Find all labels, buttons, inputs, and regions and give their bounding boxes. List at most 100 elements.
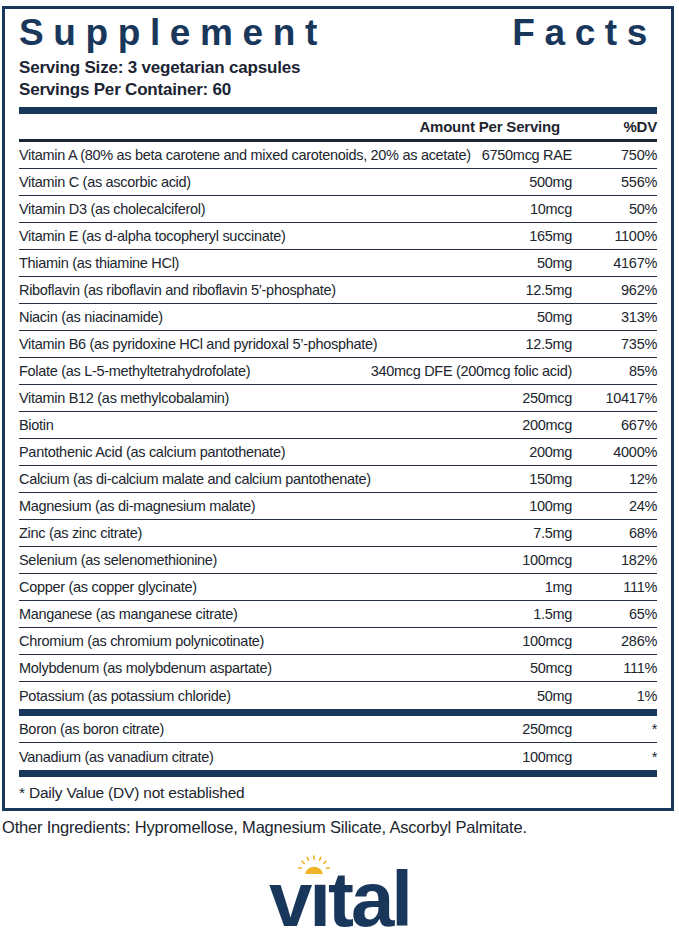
nutrient-label: Vitamin D3 (as cholecalciferol): [19, 201, 205, 217]
nutrient-amount: 12.5mg: [377, 336, 572, 352]
nutrient-dv: 65%: [572, 606, 657, 622]
nutrient-amount: 50mg: [163, 309, 572, 325]
nutrient-amount: 50mcg: [272, 660, 572, 676]
table-row: Vitamin B12 (as methylcobalamin) 250mcg …: [19, 385, 657, 412]
table-row: Vitamin C (as ascorbic acid) 500mg 556%: [19, 169, 657, 196]
table-row: Folate (as L-5-methyltetrahydrofolate) 3…: [19, 358, 657, 385]
nutrient-dv: 4000%: [572, 444, 657, 460]
table-row: Chromium (as chromium polynicotinate) 10…: [19, 628, 657, 655]
brand-logo-inner: vıtal NUTRIENTS: [262, 846, 416, 936]
table-row: Molybdenum (as molybdenum aspartate) 50m…: [19, 655, 657, 682]
nutrient-amount: 50mg: [179, 255, 572, 271]
nutrient-dv: 50%: [572, 201, 657, 217]
table-row: Vitamin A (80% as beta carotene and mixe…: [19, 142, 657, 169]
table-row: Biotin 200mcg 667%: [19, 412, 657, 439]
nutrient-label: Calcium (as di-calcium malate and calciu…: [19, 471, 371, 487]
serving-info: Serving Size: 3 vegetarian capsules Serv…: [19, 57, 657, 100]
nutrient-amount: 100mcg: [264, 633, 572, 649]
nutrient-amount: 250mcg: [164, 721, 572, 737]
divider-thick-top: [19, 107, 657, 114]
nutrient-amount: 6750mcg RAE: [471, 147, 572, 163]
nutrient-dv: 1%: [572, 688, 657, 704]
nutrient-dv: 182%: [572, 552, 657, 568]
table-row: Calcium (as di-calcium malate and calciu…: [19, 466, 657, 493]
nutrient-label: Folate (as L-5-methyltetrahydrofolate): [19, 363, 250, 379]
nutrient-amount: 100mcg: [214, 749, 572, 765]
nutrient-dv: *: [572, 721, 657, 737]
nutrient-dv: 24%: [572, 498, 657, 514]
nutrient-label: Vitamin E (as d-alpha tocopheryl succina…: [19, 228, 286, 244]
nutrient-label: Vanadium (as vanadium citrate): [19, 749, 214, 765]
brand-name: vıtal: [262, 846, 416, 936]
nutrient-amount: 10mcg: [205, 201, 572, 217]
no-dv-nutrient-rows: Boron (as boron citrate) 250mcg * Vanadi…: [19, 716, 657, 770]
nutrient-amount: 150mg: [371, 471, 572, 487]
table-row: Potassium (as potassium chloride) 50mg 1…: [19, 682, 657, 709]
table-row: Selenium (as selenomethionine) 100mcg 18…: [19, 547, 657, 574]
table-row: Magnesium (as di-magnesium malate) 100mg…: [19, 493, 657, 520]
nutrient-label: Vitamin A (80% as beta carotene and mixe…: [19, 147, 471, 163]
nutrient-amount: 500mg: [191, 174, 572, 190]
nutrient-label: Niacin (as niacinamide): [19, 309, 163, 325]
nutrient-dv: 962%: [572, 282, 657, 298]
table-row: Vitamin E (as d-alpha tocopheryl succina…: [19, 223, 657, 250]
nutrient-label: Chromium (as chromium polynicotinate): [19, 633, 264, 649]
nutrient-dv: 68%: [572, 525, 657, 541]
nutrient-amount: 165mg: [286, 228, 572, 244]
sun-icon: [298, 852, 330, 878]
nutrient-dv: 4167%: [572, 255, 657, 271]
table-row: Riboflavin (as riboflavin and riboflavin…: [19, 277, 657, 304]
nutrient-label: Vitamin B6 (as pyridoxine HCl and pyrido…: [19, 336, 377, 352]
nutrient-dv: 12%: [572, 471, 657, 487]
nutrient-dv: 85%: [572, 363, 657, 379]
nutrient-dv: 750%: [572, 147, 657, 163]
nutrient-dv: 111%: [572, 660, 657, 676]
nutrient-amount: 200mg: [285, 444, 572, 460]
supplement-facts-label: Supplement Facts Serving Size: 3 vegetar…: [0, 0, 679, 936]
nutrient-amount: 7.5mg: [142, 525, 572, 541]
nutrient-label: Boron (as boron citrate): [19, 721, 164, 737]
nutrient-label: Pantothenic Acid (as calcium pantothenat…: [19, 444, 285, 460]
column-header-amount: Amount Per Serving: [419, 118, 574, 135]
divider-thick-bottom: [19, 770, 657, 777]
other-ingredients: Other Ingredients: Hypromellose, Magnesi…: [2, 818, 527, 837]
nutrient-label: Biotin: [19, 417, 53, 433]
nutrient-label: Thiamin (as thiamine HCl): [19, 255, 179, 271]
nutrient-label: Selenium (as selenomethionine): [19, 552, 217, 568]
nutrient-amount: 340mcg DFE (200mcg folic acid): [250, 363, 572, 379]
nutrient-amount: 100mg: [255, 498, 572, 514]
nutrient-amount: 100mcg: [217, 552, 572, 568]
nutrient-label: Zinc (as zinc citrate): [19, 525, 142, 541]
nutrient-amount: 200mcg: [53, 417, 572, 433]
column-header-dv: %DV: [574, 118, 657, 135]
table-row: Pantothenic Acid (as calcium pantothenat…: [19, 439, 657, 466]
nutrient-dv: 735%: [572, 336, 657, 352]
nutrient-label: Vitamin B12 (as methylcobalamin): [19, 390, 229, 406]
table-row: Thiamin (as thiamine HCl) 50mg 4167%: [19, 250, 657, 277]
table-row: Niacin (as niacinamide) 50mg 313%: [19, 304, 657, 331]
nutrient-dv: 556%: [572, 174, 657, 190]
brand-logo: vıtal NUTRIENTS: [0, 846, 679, 936]
nutrient-dv: 286%: [572, 633, 657, 649]
table-row: Zinc (as zinc citrate) 7.5mg 68%: [19, 520, 657, 547]
nutrient-dv: 10417%: [572, 390, 657, 406]
nutrient-dv: 667%: [572, 417, 657, 433]
nutrient-amount: 1.5mg: [238, 606, 573, 622]
divider-thick-middle: [19, 709, 657, 716]
nutrient-amount: 50mg: [231, 688, 572, 704]
table-header-row: Amount Per Serving %DV: [19, 114, 657, 142]
nutrient-label: Manganese (as manganese citrate): [19, 606, 238, 622]
nutrient-rows: Vitamin A (80% as beta carotene and mixe…: [19, 142, 657, 709]
table-row: Copper (as copper glycinate) 1mg 111%: [19, 574, 657, 601]
nutrient-amount: 1mg: [197, 579, 572, 595]
title-word-supplement: Supplement: [19, 13, 327, 53]
table-row: Boron (as boron citrate) 250mcg *: [19, 716, 657, 743]
table-row: Manganese (as manganese citrate) 1.5mg 6…: [19, 601, 657, 628]
nutrient-amount: 12.5mg: [336, 282, 572, 298]
table-row: Vitamin B6 (as pyridoxine HCl and pyrido…: [19, 331, 657, 358]
nutrient-label: Copper (as copper glycinate): [19, 579, 197, 595]
nutrient-amount: 250mcg: [229, 390, 572, 406]
nutrient-dv: 111%: [572, 579, 657, 595]
nutrient-label: Riboflavin (as riboflavin and riboflavin…: [19, 282, 336, 298]
dv-footnote: * Daily Value (DV) not established: [19, 777, 657, 808]
